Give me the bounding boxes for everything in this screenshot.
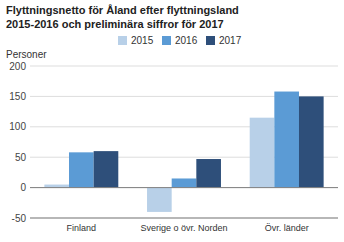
grid-line xyxy=(30,66,338,67)
legend-swatch xyxy=(118,36,127,45)
bar xyxy=(147,188,172,212)
x-axis-line xyxy=(30,218,338,219)
chart-container: Flyttningsnetto för Åland efter flyttnin… xyxy=(0,0,344,242)
chart: Flyttningsnetto för Åland efter flyttnin… xyxy=(0,0,344,242)
y-tick-label: 50 xyxy=(15,152,27,163)
zero-line xyxy=(30,187,338,188)
legend-swatch xyxy=(162,36,171,45)
bar xyxy=(172,178,197,187)
grid xyxy=(30,66,338,218)
bar xyxy=(94,151,119,187)
bar xyxy=(196,159,221,188)
bar xyxy=(299,96,324,187)
bar xyxy=(274,92,299,188)
legend: 2015 2016 2017 xyxy=(118,35,242,46)
bars xyxy=(44,92,323,212)
grid-line xyxy=(30,218,338,219)
y-axis-label: Personer xyxy=(6,49,47,60)
legend-label: 2017 xyxy=(219,35,242,46)
y-tick-label: 100 xyxy=(9,121,26,132)
y-tick-label: -50 xyxy=(12,213,27,224)
subtitle: 2015-2016 och preliminära siffror för 20… xyxy=(6,18,224,30)
bar xyxy=(69,152,94,187)
y-tick-label: 200 xyxy=(9,61,26,72)
legend-label: 2015 xyxy=(131,35,154,46)
x-tick-label: Finland xyxy=(67,223,97,233)
x-tick-label: Sverige o övr. Norden xyxy=(140,223,227,233)
grid-line xyxy=(30,187,338,188)
y-tick-label: 150 xyxy=(9,91,26,102)
legend-label: 2016 xyxy=(175,35,198,46)
title: Flyttningsnetto för Åland efter flyttnin… xyxy=(6,4,239,16)
legend-swatch xyxy=(206,36,215,45)
bar xyxy=(250,118,275,188)
y-tick-label: 0 xyxy=(20,182,26,193)
x-tick-label: Övr. länder xyxy=(265,223,309,233)
